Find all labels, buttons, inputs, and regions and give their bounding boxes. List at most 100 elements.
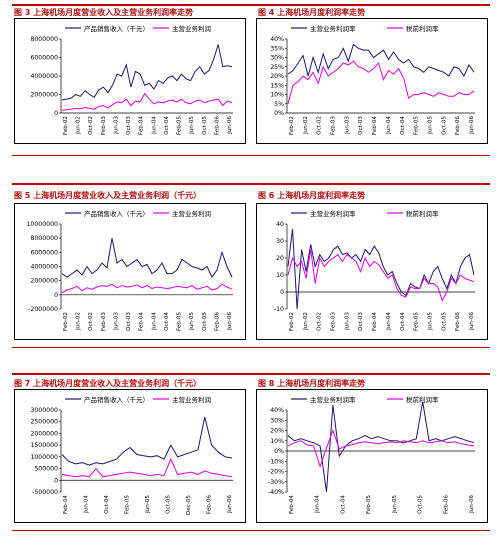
legend-label-1: 产品销售收入（千元） bbox=[84, 395, 149, 404]
x-tick-label: Feb-02 bbox=[289, 116, 295, 135]
chart-svg-4: 主营业务利润率 税前利润率 40 30 20 10 0 -10 Feb-02 Jun-02 Oct-… bbox=[274, 209, 475, 331]
x-tick-label: Oct-05 bbox=[202, 312, 208, 331]
x-tick-label: Jun-02 bbox=[303, 116, 309, 135]
x-tick-label: Oct-05 bbox=[418, 495, 424, 514]
y-tick-label: 2500000 bbox=[30, 419, 58, 426]
y-tick-label: 0% bbox=[274, 110, 284, 117]
legend-label-1: 主营业务利润率 bbox=[310, 209, 356, 218]
x-tick-label: Oct-02 bbox=[88, 116, 94, 135]
x-tick-label: Jun-04 bbox=[386, 116, 392, 135]
legend-label-1: 主营业务利润率 bbox=[310, 24, 356, 33]
x-tick-label: Oct-02 bbox=[317, 116, 323, 135]
y-tick-label: 10 bbox=[276, 272, 284, 279]
chart-box-6: 主营业务利润率 税前利润率 40% 30% 20% 10% 0% -10% -20% -30% -4… bbox=[256, 389, 488, 523]
x-tick-label: Oct-05 bbox=[441, 312, 447, 331]
y-tick-label: 3000000 bbox=[30, 407, 58, 414]
x-tick-label: Feb-06 bbox=[455, 116, 461, 135]
x-tick-label: Oct-04 bbox=[164, 312, 170, 331]
legend-label-1: 产品销售收入（千元） bbox=[84, 24, 149, 33]
rule-top-1 bbox=[12, 4, 490, 6]
x-tick-label: Feb-03 bbox=[331, 312, 337, 331]
x-tick-label: Oct-05 bbox=[441, 116, 447, 135]
series-line-1 bbox=[287, 401, 475, 493]
y-tick-label: -20% bbox=[268, 469, 284, 476]
x-tick-label: Feb-02 bbox=[289, 312, 295, 331]
y-tick-label: 25% bbox=[270, 64, 284, 71]
x-tick-label: Feb-06 bbox=[443, 495, 449, 514]
series-line-2 bbox=[287, 60, 475, 104]
x-tick-label: Feb-04 bbox=[372, 116, 378, 135]
x-tick-label: Jun-03 bbox=[344, 312, 350, 331]
x-tick-label: Feb-06 bbox=[214, 116, 220, 135]
x-tick-label: Feb-04 bbox=[63, 495, 69, 514]
x-tick-label: Jun-05 bbox=[189, 116, 195, 135]
y-tick-label: 20% bbox=[270, 73, 284, 80]
x-tick-label: Feb-06 bbox=[207, 495, 213, 514]
x-tick-label: Jun-02 bbox=[76, 116, 82, 135]
x-tick-label: Jun-03 bbox=[113, 116, 119, 135]
series-line-1 bbox=[287, 43, 475, 78]
x-tick-label: Oct-05 bbox=[166, 495, 172, 514]
y-tick-label: -10 bbox=[274, 306, 284, 313]
x-tick-label: Feb-04 bbox=[289, 495, 295, 514]
legend-label-1: 主营业务利润率 bbox=[310, 395, 356, 404]
x-tick-label: Feb-06 bbox=[214, 312, 220, 331]
y-tick-label: 40% bbox=[270, 407, 284, 414]
rule-row3-bottom bbox=[12, 530, 490, 531]
x-tick-label: Oct-04 bbox=[104, 495, 110, 514]
x-tick-label: Jun-06 bbox=[469, 495, 475, 514]
y-tick-label: -10% bbox=[268, 458, 284, 465]
x-tick-label: Jun-03 bbox=[113, 312, 119, 331]
y-tick-label: 8000000 bbox=[30, 36, 58, 43]
y-tick-label: 30% bbox=[270, 55, 284, 62]
x-tick-label: Jun-05 bbox=[145, 495, 151, 514]
x-tick-label: Feb-02 bbox=[63, 312, 69, 331]
legend-label-1: 产品销售收入（千元） bbox=[84, 209, 149, 218]
x-tick-label: Jun-05 bbox=[392, 495, 398, 514]
series-line-2 bbox=[61, 92, 233, 111]
x-tick-label: Jun-04 bbox=[151, 312, 157, 331]
series-line-1 bbox=[287, 229, 475, 310]
x-tick-label: Oct-03 bbox=[358, 116, 364, 135]
legend-label-2: 主营业务利润 bbox=[172, 209, 211, 218]
x-tick-label: Jun-06 bbox=[469, 312, 475, 331]
x-tick-label: Feb-04 bbox=[139, 312, 145, 331]
x-tick-label: Oct-04 bbox=[340, 495, 346, 514]
x-tick-label: Feb-04 bbox=[139, 116, 145, 135]
chart-box-3: 产品销售收入（千元） 主营业务利润 10000000 8000000 6000000 40… bbox=[14, 203, 246, 340]
x-tick-label: Jun-04 bbox=[151, 116, 157, 135]
x-tick-label: Jun-05 bbox=[427, 116, 433, 135]
panel-title-4: 图 6 上海机场月度利润率走势 bbox=[258, 191, 366, 200]
legend-label-2: 税前利润率 bbox=[406, 24, 439, 33]
chart-svg-1: 产品销售收入（千元） 主营业务利润 8000000 6000000 4000000 200… bbox=[30, 24, 233, 135]
y-tick-label: 20 bbox=[276, 255, 284, 262]
y-tick-label: -2000000 bbox=[28, 306, 58, 313]
panel-title-2: 图 4 上海机场月度利润率走势 bbox=[258, 8, 366, 17]
y-tick-label: 0% bbox=[274, 448, 284, 455]
y-tick-label: 4000000 bbox=[30, 264, 58, 271]
series-line-2 bbox=[287, 249, 475, 302]
legend-label-2: 主营业务利润 bbox=[172, 24, 211, 33]
x-tick-label: Feb-06 bbox=[455, 312, 461, 331]
x-tick-label: Feb-04 bbox=[372, 312, 378, 331]
chart-svg-5: 产品销售收入（千元） 主营业务利润 3000000 2500000 2000000 150… bbox=[30, 395, 233, 515]
y-tick-label: 1500000 bbox=[30, 442, 58, 449]
chart-box-1: 产品销售收入（千元） 主营业务利润 8000000 6000000 4000000 200… bbox=[14, 18, 246, 144]
x-tick-label: Feb-03 bbox=[331, 116, 337, 135]
panel-title-5: 图 7 上海机场月度营业收入及主营业务利润（千元） bbox=[14, 379, 202, 388]
y-tick-label: 20% bbox=[270, 428, 284, 435]
y-tick-label: 40% bbox=[270, 36, 284, 43]
panel-title-6: 图 8 上海机场月度利润率走势 bbox=[258, 379, 366, 388]
y-tick-label: -500000 bbox=[32, 489, 58, 496]
y-tick-label: 30% bbox=[270, 417, 284, 424]
x-tick-label: Feb-05 bbox=[414, 116, 420, 135]
panel-title-1: 图 3 上海机场月度营业收入及主营业务利润率走势 bbox=[14, 8, 194, 17]
y-tick-label: 35% bbox=[270, 45, 284, 52]
x-tick-label: Jun-04 bbox=[315, 495, 321, 514]
x-tick-label: Jun-04 bbox=[386, 312, 392, 331]
chart-box-4: 主营业务利润率 税前利润率 40 30 20 10 0 -10 Feb-02 Jun-02 Oct-… bbox=[256, 203, 488, 340]
y-tick-label: 2000000 bbox=[30, 278, 58, 285]
y-tick-label: 0 bbox=[54, 292, 58, 299]
x-tick-label: Oct-03 bbox=[126, 312, 132, 331]
x-tick-label: Oct-04 bbox=[164, 116, 170, 135]
